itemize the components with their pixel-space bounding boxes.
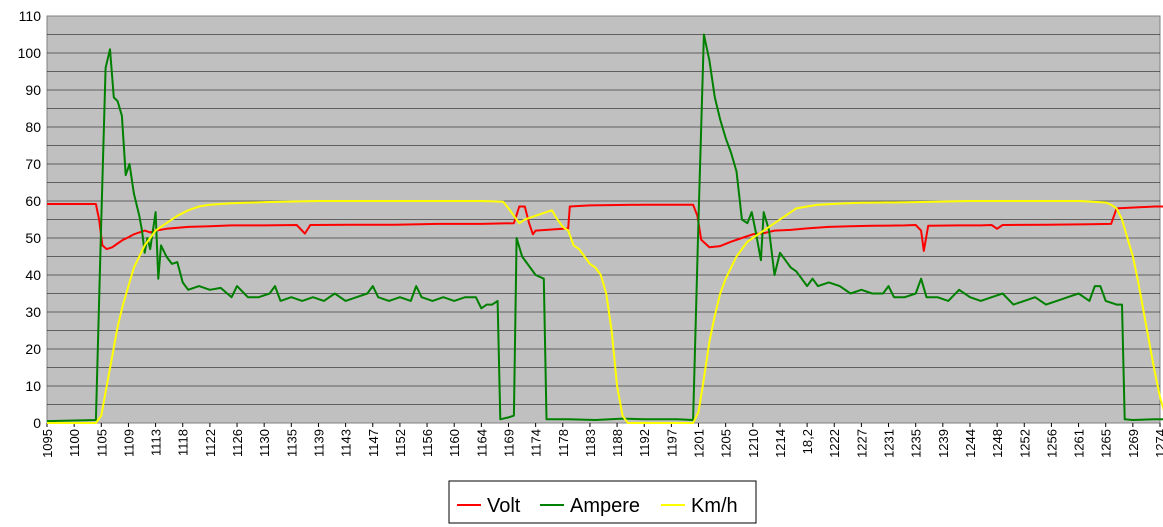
y-tick-label: 80 — [25, 119, 41, 135]
y-tick-label: 110 — [19, 8, 42, 24]
x-tick-label: 1248 — [990, 429, 1005, 458]
x-tick-label: 1174 — [529, 429, 544, 457]
x-tick-label: 1183 — [583, 429, 598, 457]
x-tick-label: 1269 — [1126, 429, 1141, 458]
x-tick-label: 1210 — [746, 429, 761, 458]
x-tick-label: 1192 — [637, 429, 652, 457]
x-tick-label: 1122 — [203, 429, 218, 457]
x-tick-label: 1105 — [94, 429, 109, 457]
x-tick-label: 1231 — [882, 429, 897, 458]
y-tick-label: 10 — [25, 378, 41, 394]
x-tick-label: 1143 — [339, 429, 354, 457]
legend-label: Volt — [487, 495, 521, 517]
y-tick-label: 30 — [25, 304, 41, 320]
x-tick-label: 1156 — [420, 429, 435, 457]
x-tick-label: 1152 — [393, 429, 408, 457]
y-tick-label: 20 — [25, 341, 41, 357]
x-tick-label: 1100 — [67, 429, 82, 457]
x-tick-label: 1164 — [474, 429, 489, 457]
x-tick-label: 1147 — [366, 429, 381, 457]
x-tick-label: 1178 — [556, 429, 571, 457]
y-tick-label: 100 — [18, 45, 42, 61]
legend: Volt Ampere Km/h — [448, 480, 757, 524]
y-tick-label: 40 — [25, 267, 41, 283]
x-tick-label: 1109 — [121, 429, 136, 457]
x-tick-label: 1169 — [501, 429, 516, 457]
x-tick-label: 1095 — [40, 429, 55, 458]
series-lines — [46, 33, 1163, 424]
x-tick-label: 1265 — [1099, 429, 1114, 458]
gridlines — [47, 34, 1160, 405]
x-tick-label: 1130 — [257, 429, 272, 457]
x-tick-label: 1188 — [610, 429, 625, 457]
x-tick-label: 1160 — [447, 429, 462, 457]
x-tick-label: 1261 — [1072, 429, 1087, 458]
legend-label: Km/h — [691, 495, 738, 517]
y-tick-label: 60 — [25, 193, 41, 209]
x-tick-label: 1126 — [230, 429, 245, 457]
x-tick-label: 1274 — [1153, 429, 1163, 458]
x-axis-ticks: 1095 1100 1105 1109 1113 1118 1122 1126 1130 1135… — [40, 423, 1163, 458]
y-tick-label: 0 — [33, 415, 41, 431]
x-tick-label: 1201 — [692, 429, 707, 458]
x-tick-label: 1139 — [311, 429, 326, 457]
x-tick-label: 1214 — [773, 429, 788, 458]
x-tick-label: 1118 — [176, 429, 191, 456]
x-tick-label: 1197 — [664, 429, 679, 457]
x-tick-label: 1256 — [1044, 429, 1059, 458]
x-tick-label: 1222 — [827, 429, 842, 458]
legend-box — [448, 480, 757, 524]
x-tick-label: 1239 — [936, 429, 951, 458]
x-tick-label: 1244 — [963, 429, 978, 458]
y-tick-label: 90 — [25, 82, 41, 98]
x-tick-label: 18,2 — [800, 429, 815, 454]
x-tick-label: 1205 — [719, 429, 734, 458]
x-tick-label: 1135 — [284, 429, 299, 457]
legend-label: Ampere — [570, 495, 640, 517]
x-tick-label: 1113 — [149, 429, 164, 456]
series-line-ampere — [46, 33, 1163, 423]
x-tick-label: 1235 — [909, 429, 924, 458]
y-axis-ticks: 0 10 20 30 40 50 60 70 80 90 100 110 — [18, 8, 42, 431]
x-tick-label: 1227 — [854, 429, 869, 458]
y-tick-label: 50 — [25, 230, 41, 246]
x-tick-label: 1252 — [1017, 429, 1032, 458]
y-tick-label: 70 — [25, 156, 41, 172]
series-line-km-h — [47, 200, 1163, 424]
series-line-volt — [47, 203, 1163, 252]
